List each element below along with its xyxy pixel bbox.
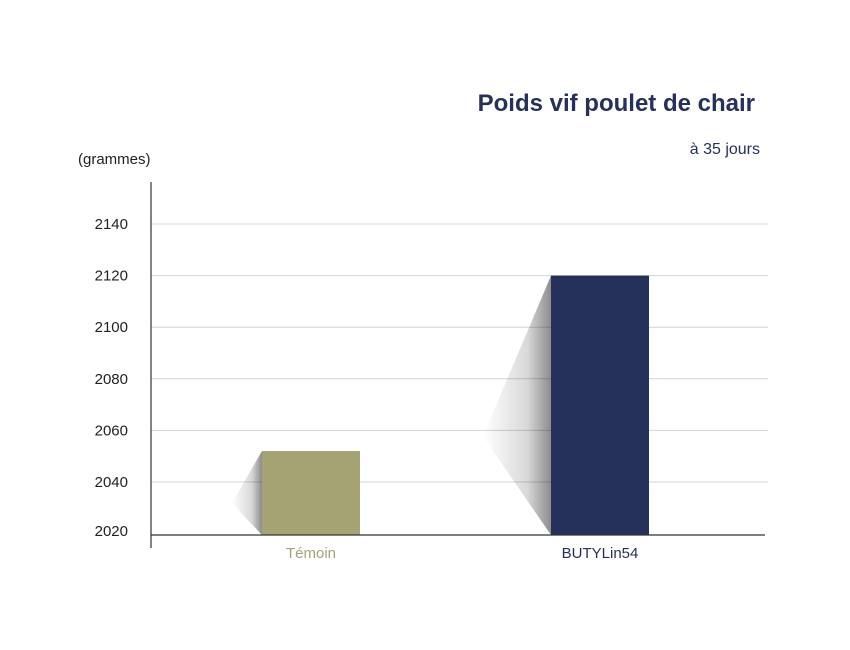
- y-tick-labels: 2020 2040 2060 2080 2100 2120 2140: [95, 216, 128, 540]
- x-tick-label: BUTYLin54: [562, 545, 639, 562]
- y-tick-label: 2140: [95, 216, 128, 233]
- bar: [262, 451, 360, 535]
- y-tick-label: 2080: [95, 371, 128, 388]
- bar: [551, 275, 649, 535]
- x-tick-label: Témoin: [286, 545, 336, 562]
- bars: [262, 275, 649, 535]
- y-tick-label: 2040: [95, 474, 128, 491]
- y-tick-label: 2060: [95, 422, 128, 439]
- x-tick-labels: Témoin BUTYLin54: [286, 545, 638, 562]
- y-tick-label: 2120: [95, 268, 128, 285]
- chart-subtitle: à 35 jours: [690, 141, 760, 158]
- y-tick-label: 2020: [95, 523, 128, 540]
- bar-shadow: [231, 451, 262, 535]
- bar-shadow: [482, 275, 551, 535]
- y-axis-label: (grammes): [78, 151, 151, 168]
- gridlines: [151, 223, 768, 483]
- chart-title: Poids vif poulet de chair: [478, 90, 755, 117]
- bar-shadows: [231, 275, 551, 535]
- y-tick-label: 2100: [95, 319, 128, 336]
